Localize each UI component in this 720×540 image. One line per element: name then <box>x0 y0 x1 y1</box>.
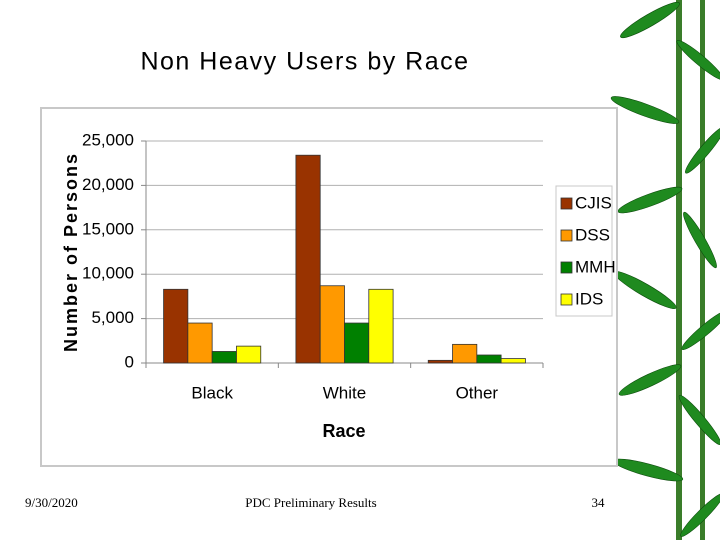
bar <box>427 359 453 364</box>
page-number: 34 <box>592 495 606 510</box>
y-tick-label: 25,000 <box>82 130 134 149</box>
y-tick-label: 20,000 <box>82 175 134 194</box>
y-tick-label: 0 <box>125 352 134 371</box>
bar <box>344 322 370 364</box>
legend-swatch <box>560 293 573 306</box>
chart-title: Non Heavy Users by Race <box>140 48 469 76</box>
bar <box>476 354 502 364</box>
y-tick-label: 15,000 <box>82 219 134 238</box>
x-tick-label: Other <box>456 383 499 402</box>
legend-swatch <box>560 197 573 210</box>
bar <box>236 345 262 364</box>
y-tick-label: 10,000 <box>82 264 134 283</box>
x-tick-label: White <box>323 383 366 402</box>
y-tick-label: 5,000 <box>91 308 134 327</box>
legend-label: IDS <box>575 289 603 308</box>
legend-label: CJIS <box>575 193 612 212</box>
legend-swatch <box>560 229 573 242</box>
legend-label: MMH <box>575 257 616 276</box>
y-axis-title: Number of Persons <box>61 152 81 352</box>
bar <box>452 343 478 364</box>
legend-label: DSS <box>575 225 610 244</box>
x-axis-title: Race <box>322 421 365 441</box>
legend-swatch <box>560 261 573 274</box>
footer-title: PDC Preliminary Results <box>245 495 376 510</box>
bar <box>295 154 321 364</box>
bar <box>163 288 189 364</box>
bamboo-decoration <box>610 0 720 540</box>
x-tick-label: Black <box>191 383 233 402</box>
bar <box>187 322 213 364</box>
footer-date: 9/30/2020 <box>25 495 78 510</box>
bar <box>319 285 345 364</box>
bar <box>368 288 394 364</box>
bar <box>500 358 526 364</box>
bar <box>211 351 237 364</box>
